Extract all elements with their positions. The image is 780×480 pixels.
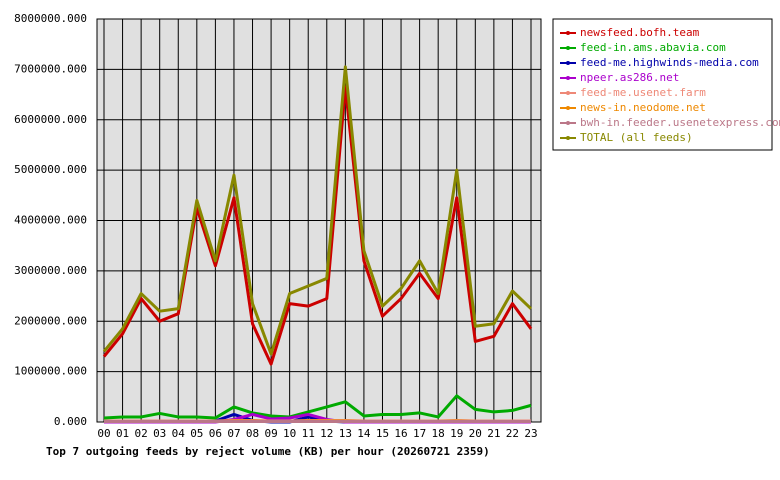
y-tick-label: 6000000.000 — [14, 113, 87, 126]
legend-label: feed-me.usenet.farm — [580, 86, 706, 99]
x-tick-label: 06 — [209, 427, 222, 440]
legend-label: newsfeed.bofh.team — [580, 26, 700, 39]
x-tick-label: 18 — [432, 427, 445, 440]
x-tick-label: 23 — [524, 427, 537, 440]
x-tick-label: 05 — [190, 427, 203, 440]
series-line — [103, 394, 532, 420]
legend-label: feed-in.ams.abavia.com — [580, 41, 726, 54]
x-tick-label: 10 — [283, 427, 296, 440]
legend-label: feed-me.highwinds-media.com — [580, 56, 759, 69]
x-tick-label: 16 — [394, 427, 407, 440]
x-tick-label: 02 — [135, 427, 148, 440]
x-tick-label: 12 — [320, 427, 333, 440]
series-line — [102, 65, 533, 356]
x-tick-label: 01 — [116, 427, 129, 440]
x-tick-label: 15 — [376, 427, 389, 440]
x-tick-label: 13 — [339, 427, 352, 440]
y-tick-label: 1000000.000 — [14, 365, 87, 378]
legend-box — [552, 18, 773, 151]
x-tick-label: 07 — [227, 427, 240, 440]
chart-title: Top 7 outgoing feeds by reject volume (K… — [46, 445, 490, 458]
legend-dot — [566, 91, 570, 95]
y-tick-label: 2000000.000 — [14, 314, 87, 327]
x-tick-label: 22 — [506, 427, 519, 440]
y-tick-label: 3000000.000 — [14, 264, 87, 277]
legend-label: npeer.as286.net — [580, 71, 679, 84]
series-line — [102, 85, 533, 366]
legend-label: TOTAL (all feeds) — [580, 131, 693, 144]
legend-label: news-in.neodome.net — [580, 101, 706, 114]
y-tick-label: 8000000.000 — [14, 12, 87, 25]
x-tick-label: 17 — [413, 427, 426, 440]
x-tick-label: 21 — [487, 427, 500, 440]
legend-dot — [566, 46, 570, 50]
legend-dot — [566, 31, 570, 35]
x-tick-label: 00 — [97, 427, 110, 440]
x-tick-label: 03 — [153, 427, 166, 440]
x-tick-label: 20 — [469, 427, 482, 440]
y-tick-label: 4000000.000 — [14, 214, 87, 227]
legend-dot — [566, 106, 570, 110]
x-tick-label: 11 — [302, 427, 315, 440]
x-tick-label: 04 — [172, 427, 186, 440]
x-tick-label: 19 — [450, 427, 463, 440]
y-tick-label: 7000000.000 — [14, 62, 87, 75]
y-tick-label: 5000000.000 — [14, 163, 87, 176]
legend-dot — [566, 121, 570, 125]
y-tick-label: 0.000 — [54, 415, 87, 428]
x-tick-label: 08 — [246, 427, 259, 440]
legend-dot — [566, 76, 570, 80]
legend-dot — [566, 61, 570, 65]
legend-label: bwh-in.feeder.usenetexpress.com — [580, 116, 780, 129]
x-tick-label: 09 — [264, 427, 277, 440]
legend-dot — [566, 136, 570, 140]
x-tick-label: 14 — [357, 427, 371, 440]
